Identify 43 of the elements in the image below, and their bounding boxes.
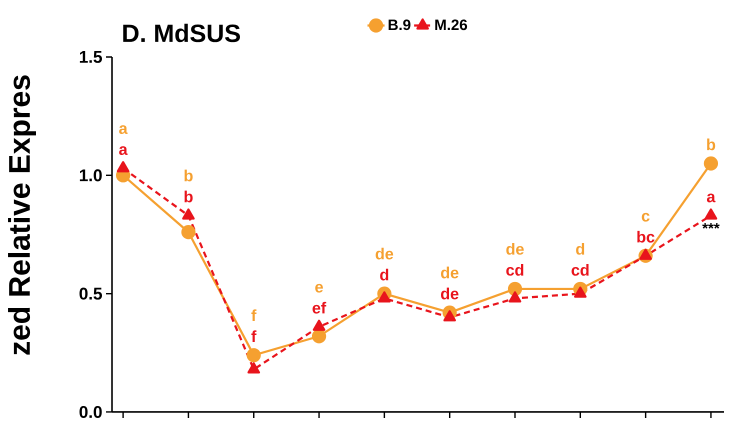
data-label: d (576, 242, 584, 255)
annotation: *** (702, 223, 720, 229)
data-label: cd (506, 264, 524, 276)
y-tick-label: 1.0 (80, 169, 102, 182)
y-axis-title: zed Relative Expres (8, 75, 36, 355)
data-label: a (119, 125, 128, 134)
point (182, 208, 195, 220)
data-label: e (315, 284, 323, 293)
point (378, 291, 391, 302)
point (116, 161, 130, 172)
data-label: de (441, 266, 458, 278)
data-label: c (642, 212, 650, 222)
data-label: d (380, 268, 388, 280)
data-label: de (376, 248, 394, 260)
data-label: b (707, 138, 716, 150)
data-label: a (119, 146, 128, 156)
y-tick-label: 0.5 (80, 288, 102, 300)
point (508, 291, 522, 302)
point (312, 320, 326, 331)
data-label: f (251, 330, 256, 342)
y-tick-label: 1.5 (80, 51, 102, 63)
data-label: cd (572, 264, 589, 276)
chart-title: D. MdSUS (123, 24, 240, 42)
data-label: a (706, 194, 716, 202)
point (704, 208, 718, 220)
data-label: de (441, 288, 458, 300)
point (247, 362, 260, 374)
point (704, 156, 718, 171)
point (312, 329, 326, 344)
legend-label: M.26 (435, 20, 468, 30)
data-label: f (251, 309, 256, 321)
data-label: bc (637, 230, 654, 243)
point (246, 348, 261, 362)
data-label: ef (312, 302, 326, 314)
point (181, 225, 196, 240)
data-label: b (184, 170, 193, 182)
point (443, 310, 456, 322)
legend-label: B.9 (388, 20, 410, 30)
data-label: b (184, 190, 193, 202)
data-label: de (506, 242, 524, 255)
point (574, 286, 587, 298)
y-tick-label: 0.0 (80, 406, 102, 418)
point (639, 248, 652, 260)
